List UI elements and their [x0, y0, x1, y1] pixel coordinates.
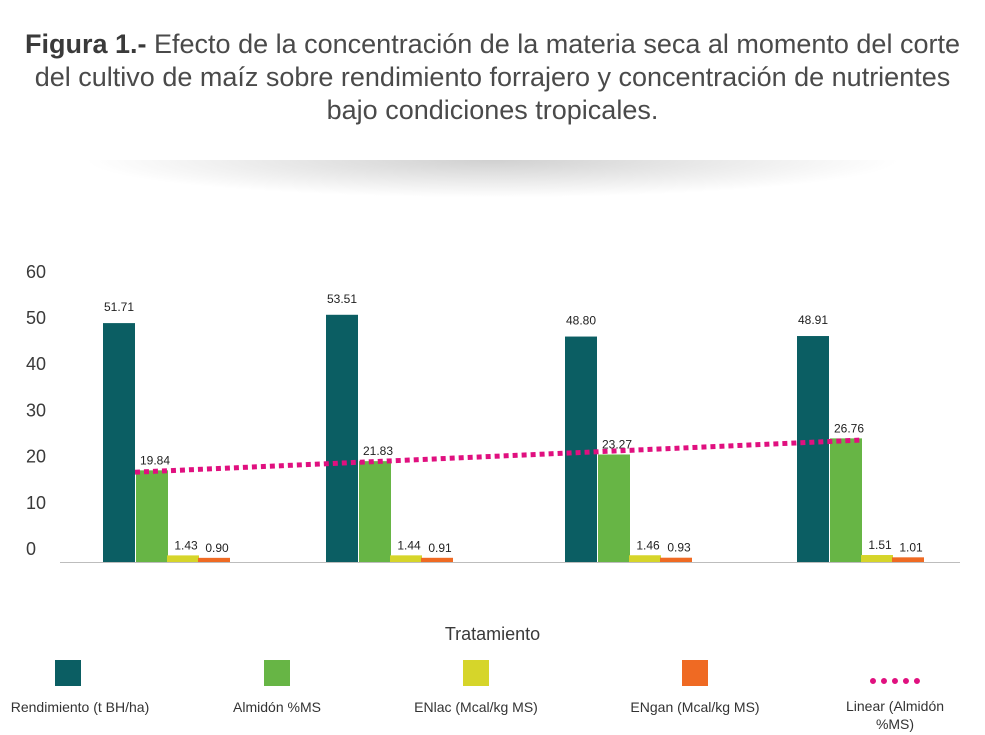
bar [198, 557, 230, 562]
bar [390, 555, 422, 562]
bar [565, 336, 597, 562]
data-label: 1.43 [174, 538, 198, 552]
bar [103, 323, 135, 562]
data-label: 51.71 [104, 300, 134, 314]
data-label: 26.76 [834, 421, 864, 435]
data-label: 0.91 [428, 541, 452, 555]
figure-title-lead: Figura 1.- [25, 29, 147, 59]
legend-swatch-rendimiento [55, 660, 81, 686]
bar [830, 438, 862, 562]
bar [797, 336, 829, 562]
data-label: 0.93 [667, 541, 691, 555]
y-tick-label: 60 [26, 262, 46, 282]
data-label: 19.84 [140, 453, 170, 467]
title-card-shadow [0, 160, 985, 210]
bar [598, 454, 630, 562]
bar [861, 555, 893, 562]
y-tick-label: 30 [26, 400, 46, 420]
figure-title: Figura 1.- Efecto de la concentración de… [20, 28, 965, 127]
data-label: 53.51 [327, 292, 357, 306]
legend-label-rendimiento: Rendimiento (t BH/ha) [10, 699, 150, 715]
data-label: 23.27 [602, 437, 632, 451]
bar [629, 555, 661, 562]
legend-swatch-engan [682, 660, 708, 686]
legend-label-engan: ENgan (Mcal/kg MS) [630, 699, 760, 715]
legend-swatch-enlac [463, 660, 489, 686]
data-label: 21.83 [363, 444, 393, 458]
y-tick-label: 0 [26, 539, 36, 559]
data-label: 1.46 [636, 538, 660, 552]
legend-label-almidon: Almidón %MS [233, 699, 321, 715]
data-label: 1.01 [899, 540, 923, 554]
trendline [134, 437, 862, 475]
title-card: Figura 1.- Efecto de la concentración de… [0, 0, 985, 168]
y-tick-label: 10 [26, 493, 46, 513]
legend-line-linear [870, 678, 920, 684]
data-label: 1.51 [868, 538, 892, 552]
bar [421, 557, 453, 562]
bar [892, 557, 924, 562]
legend-label-enlac: ENlac (Mcal/kg MS) [414, 699, 538, 715]
legend-label-linear: Linear (Almidón %MS) [845, 698, 945, 732]
y-tick-label: 40 [26, 354, 46, 374]
x-axis-title: Tratamiento [444, 624, 541, 644]
data-label: 0.90 [205, 541, 229, 555]
legend-swatch-almidon [264, 660, 290, 686]
figure-title-text: Efecto de la concentración de la materia… [34, 29, 960, 125]
data-label: 1.44 [397, 538, 421, 552]
bar-chart: 0 10 20 30 40 50 60 51.71 53.51 48.80 48.91 19.84 21… [26, 262, 960, 563]
bar [660, 557, 692, 562]
bar [359, 461, 391, 562]
data-label: 48.80 [566, 314, 596, 328]
y-tick-label: 50 [26, 308, 46, 328]
y-tick-label: 20 [26, 447, 46, 467]
bar [167, 555, 199, 562]
bar [136, 470, 168, 562]
data-label: 48.91 [798, 313, 828, 327]
bar [326, 314, 358, 562]
